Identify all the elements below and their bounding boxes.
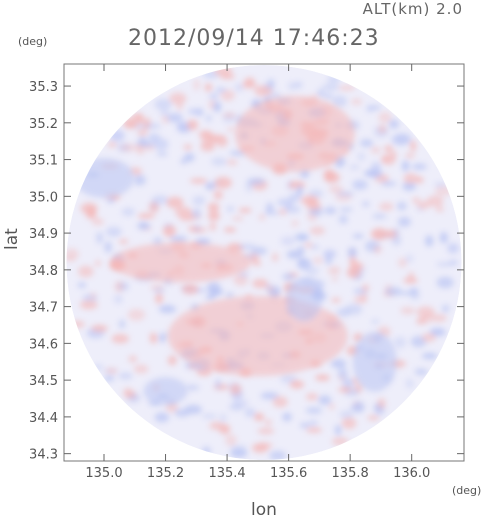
x-unit-label: (deg) [452,484,482,497]
x-tick-label: 135.4 [208,466,245,481]
positive-velocity-region [110,242,251,283]
x-axis-label: lon [251,500,277,520]
y-tick-label: 35.2 [29,117,58,132]
x-tick-label: 135.8 [332,466,369,481]
plot-frame [63,63,465,462]
y-tick-label: 34.9 [29,227,58,242]
y-tick-label: 34.7 [29,301,58,316]
radar-regions [74,95,397,406]
y-tick-label: 35.0 [29,190,58,205]
x-tick-label: 135.6 [270,466,307,481]
altitude-label: ALT(km) 2.0 [362,0,463,18]
axis-ticks: 135.0 135.2 135.4 135.6 135.8 136.0 34.3 34.4 34… [29,64,464,481]
x-tick-label: 136.0 [393,466,430,481]
negative-velocity-region [143,377,188,406]
y-tick-label: 34.4 [29,411,58,426]
y-tick-label: 34.5 [29,374,58,389]
x-tick-label: 135.2 [147,466,184,481]
positive-velocity-region [234,95,355,172]
y-tick-label: 34.6 [29,337,58,352]
positive-velocity-region [167,296,348,377]
negative-velocity-region [286,277,322,322]
y-tick-label: 35.3 [29,80,58,95]
negative-velocity-region [352,331,397,392]
y-tick-label: 35.1 [29,154,58,169]
y-tick-label: 34.8 [29,264,58,279]
timestamp-title: 2012/09/14 17:46:23 [128,26,380,51]
x-tick-label: 135.0 [85,466,122,481]
y-tick-label: 34.3 [29,448,58,463]
radar-field [66,65,462,460]
negative-velocity-region [74,157,134,198]
y-unit-label: (deg) [18,35,48,48]
